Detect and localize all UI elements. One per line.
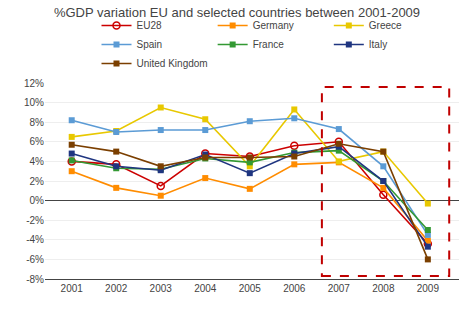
svg-text:2009: 2009 bbox=[417, 283, 440, 294]
svg-text:2002: 2002 bbox=[105, 283, 128, 294]
svg-text:-8%: -8% bbox=[26, 274, 44, 285]
svg-text:2001: 2001 bbox=[61, 283, 84, 294]
svg-text:-2%: -2% bbox=[26, 215, 44, 226]
svg-text:2003: 2003 bbox=[150, 283, 173, 294]
svg-text:4%: 4% bbox=[30, 156, 45, 167]
svg-text:France: France bbox=[253, 39, 285, 50]
svg-text:United Kingdom: United Kingdom bbox=[137, 58, 208, 69]
svg-text:-4%: -4% bbox=[26, 234, 44, 245]
svg-text:Greece: Greece bbox=[369, 20, 402, 31]
svg-text:2007: 2007 bbox=[328, 283, 351, 294]
svg-text:6%: 6% bbox=[30, 136, 45, 147]
svg-text:2008: 2008 bbox=[372, 283, 395, 294]
svg-text:2%: 2% bbox=[30, 176, 45, 187]
svg-text:Spain: Spain bbox=[137, 39, 163, 50]
svg-text:EU28: EU28 bbox=[137, 20, 162, 31]
svg-text:8%: 8% bbox=[30, 117, 45, 128]
svg-text:10%: 10% bbox=[24, 97, 44, 108]
svg-text:%GDP variation EU and selected: %GDP variation EU and selected countries… bbox=[54, 5, 420, 20]
svg-text:0%: 0% bbox=[30, 195, 45, 206]
svg-text:12%: 12% bbox=[24, 78, 44, 89]
svg-text:-6%: -6% bbox=[26, 254, 44, 265]
svg-text:2006: 2006 bbox=[283, 283, 306, 294]
svg-text:2004: 2004 bbox=[194, 283, 217, 294]
svg-text:Germany: Germany bbox=[253, 20, 294, 31]
svg-text:2005: 2005 bbox=[239, 283, 262, 294]
svg-text:Italy: Italy bbox=[369, 39, 387, 50]
